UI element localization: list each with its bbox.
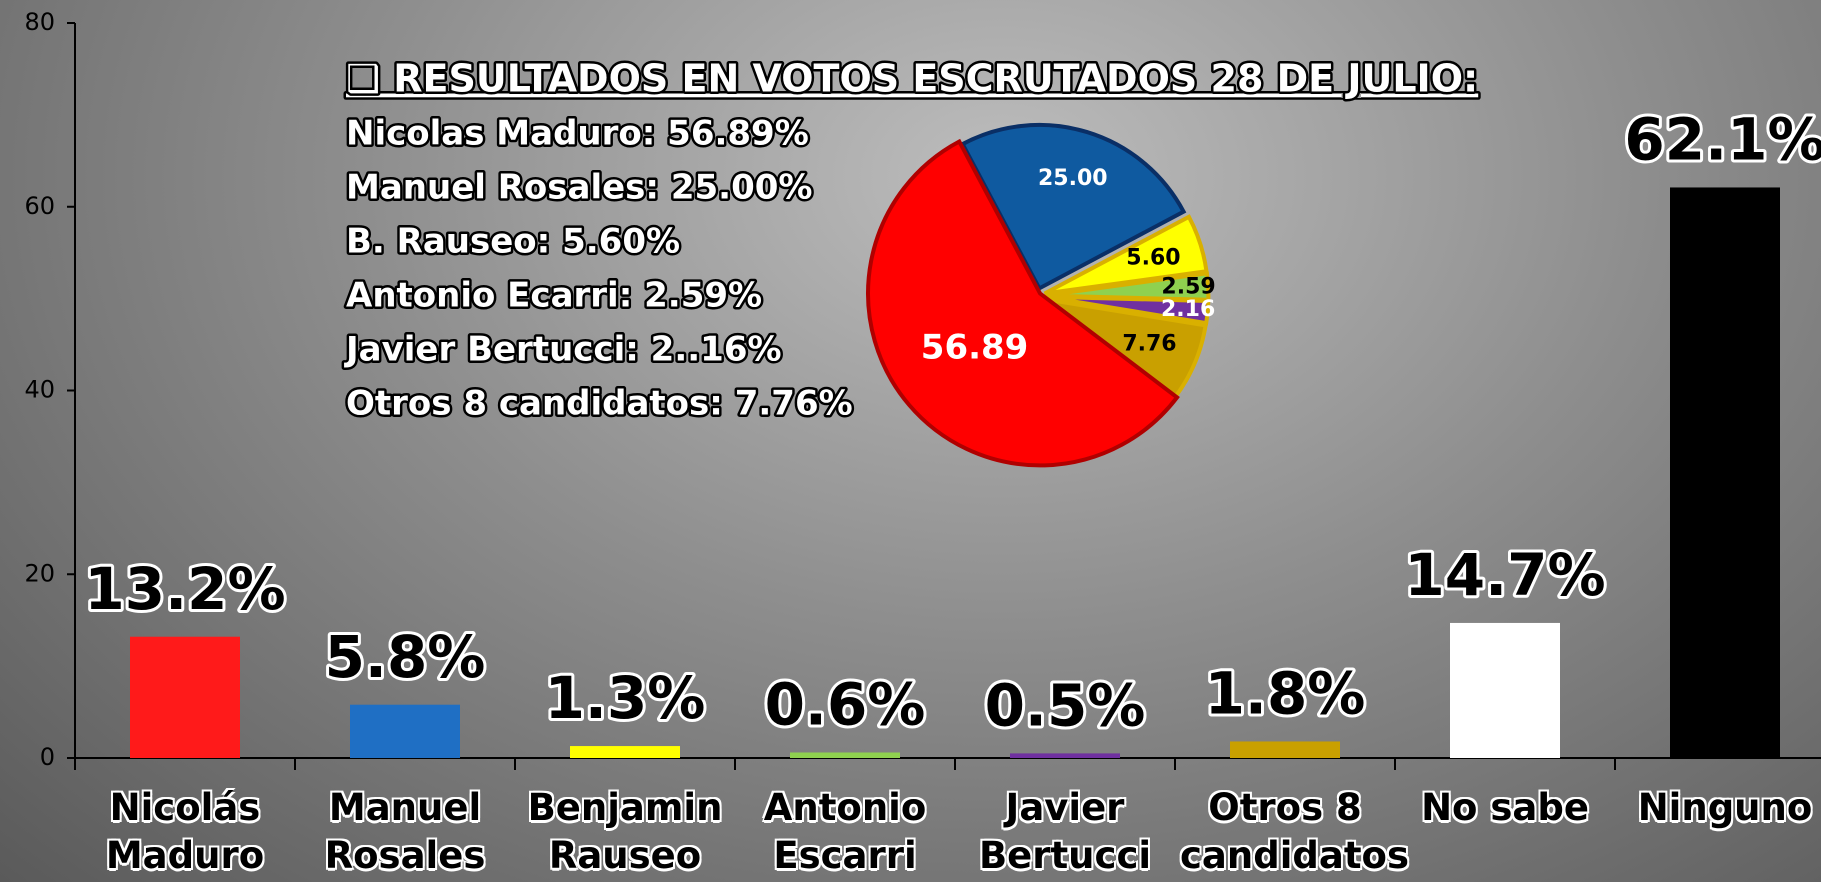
value-label: 1.8% xyxy=(1205,660,1366,728)
annotation: Antonio Ecarri: 2.59% xyxy=(346,276,762,316)
bar xyxy=(790,752,900,758)
annotation: Manuel Rosales: 25.00% xyxy=(346,168,812,208)
pie-label: 5.60 xyxy=(1126,245,1180,270)
x-tick-label: Javier Bertucci xyxy=(978,786,1152,877)
value-label: 0.6% xyxy=(765,671,926,739)
pie-label: 56.89 xyxy=(921,328,1029,368)
annotation: B. Rauseo: 5.60% xyxy=(346,222,680,262)
annotation: Nicolas Maduro: 56.89% xyxy=(346,114,809,154)
pie-slice xyxy=(866,138,1180,468)
y-tick-label: 60 xyxy=(24,192,55,220)
x-tick-label: Otros 8 candidatos xyxy=(1180,786,1409,877)
y-tick-label: 0 xyxy=(40,743,55,771)
pie-slice xyxy=(1044,294,1211,326)
pie-label: 2.59 xyxy=(1161,275,1215,300)
value-label: 1.3% xyxy=(545,664,706,732)
bar xyxy=(1010,753,1120,758)
y-tick-label: 40 xyxy=(24,376,55,404)
annotation: Otros 8 candidatos: 7.76% xyxy=(346,384,853,424)
annotation: Javier Bertucci: 2..16% xyxy=(344,330,782,370)
bar xyxy=(130,636,240,758)
value-label: 62.1% xyxy=(1624,106,1821,174)
x-tick-label: Ninguno xyxy=(1637,786,1813,829)
value-label: 0.5% xyxy=(985,672,1146,740)
bar xyxy=(570,746,680,758)
x-tick-label: Nicolás Maduro xyxy=(105,786,265,877)
x-tick-label: Manuel Rosales xyxy=(324,786,486,877)
bar xyxy=(1230,741,1340,758)
y-tick-label: 20 xyxy=(24,559,55,587)
pie-title: ❑ RESULTADOS EN VOTOS ESCRUTADOS 28 DE J… xyxy=(346,57,1478,101)
bar xyxy=(350,704,460,758)
pie-label: 25.00 xyxy=(1038,166,1108,191)
x-tick-label: No sabe xyxy=(1421,786,1589,829)
y-tick-label: 80 xyxy=(24,8,55,36)
pie-label: 7.76 xyxy=(1122,331,1176,356)
x-tick-label: Antonio Escarri xyxy=(763,786,927,877)
pie-slice xyxy=(1043,214,1209,296)
value-label: 14.7% xyxy=(1404,541,1605,609)
bar xyxy=(1670,187,1780,759)
value-label: 5.8% xyxy=(325,623,486,691)
bar xyxy=(1450,622,1560,758)
value-label: 13.2% xyxy=(84,555,285,623)
x-tick-label: Benjamin Rauseo xyxy=(527,786,723,877)
